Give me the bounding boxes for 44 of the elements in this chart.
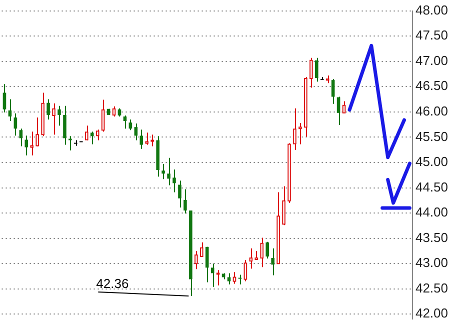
candlestick [128,119,132,131]
y-tick-label: 43.50 [415,230,448,245]
y-tick-label: 45.50 [415,128,448,144]
candlestick [336,96,340,126]
y-tick-label: 46.00 [415,103,448,118]
candlestick [19,128,23,147]
candlestick [238,274,242,285]
y-tick-label: 44.00 [415,204,448,220]
candlestick [205,246,209,283]
y-tick-label: 44.50 [415,179,448,194]
y-tick-label: 42.00 [415,306,448,321]
candlestick [314,57,318,82]
candlestick [184,188,187,214]
candlestick [167,157,170,186]
y-tick-label: 45.00 [415,154,448,170]
candlestick [46,98,50,120]
candlestick [8,98,12,122]
candlestick [68,136,72,151]
candlestick [14,112,18,136]
candlestick [134,123,138,141]
candlestick [172,169,176,193]
candlestick [178,180,182,208]
candlestick [227,272,231,285]
candlestick [140,129,144,150]
candlestick [90,131,94,145]
candlestick [271,248,274,276]
candlestick [210,263,214,288]
candlestick [74,140,78,146]
y-tick-label: 43.00 [415,255,448,270]
annotation: 42.36 [96,276,129,292]
candlestick [320,76,324,80]
candlestick [58,105,61,126]
candlestick [2,84,6,113]
y-tick-label: 47.00 [415,52,448,68]
candlestick [63,105,66,146]
y-tick-label: 42.50 [415,280,448,296]
candlestick [266,241,269,260]
candlestick [331,78,335,104]
candlestick [24,135,28,156]
candlestick [123,114,127,130]
y-tick-label: 48.00 [415,2,448,18]
y-tick-label: 46.50 [415,78,448,94]
y-tick-label: 47.50 [415,28,448,43]
candlestick [162,163,165,180]
